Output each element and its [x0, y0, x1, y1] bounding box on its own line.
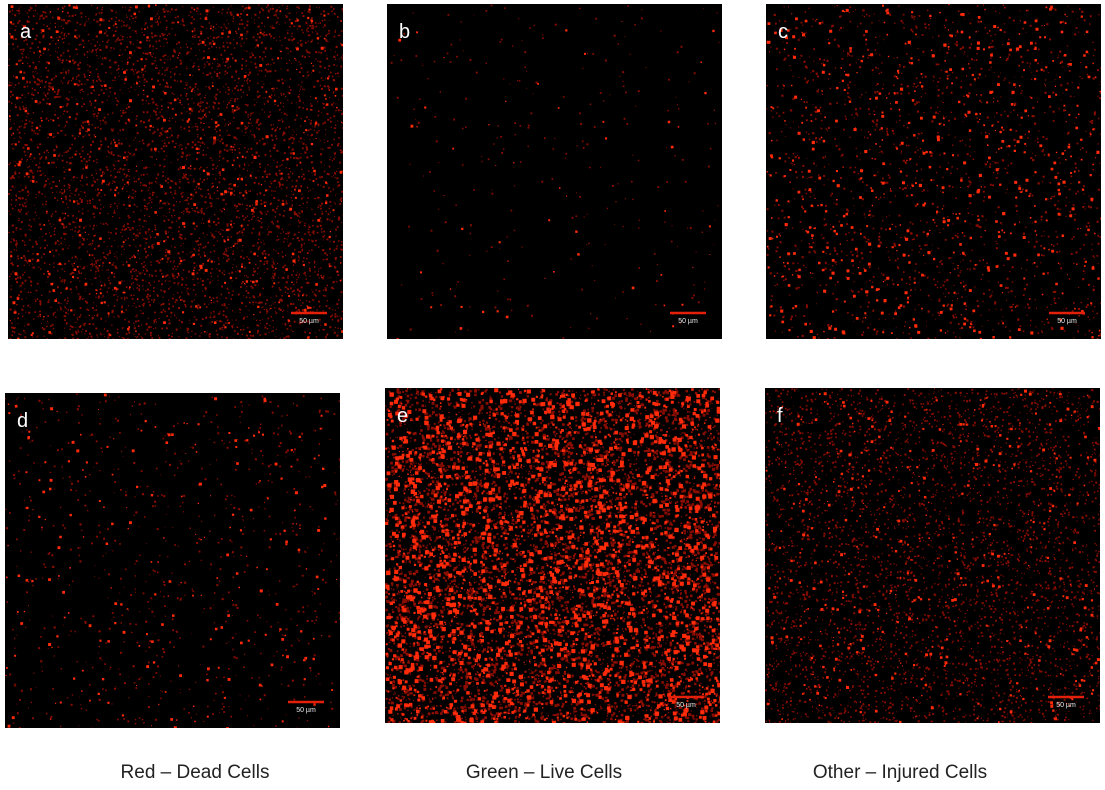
speckles-bright [766, 4, 1101, 339]
scale-bar-label: 50 µm [1057, 318, 1077, 325]
speckles-dim [390, 4, 720, 339]
panel-label: e [397, 405, 408, 427]
panel-label: a [20, 21, 32, 43]
micrograph-image: b 50 µm [390, 4, 720, 339]
caption: Other – Injured Cells [812, 762, 988, 783]
speckles-dim [385, 388, 720, 723]
speckles-bright [5, 393, 340, 728]
speckles-bright [765, 388, 1100, 723]
caption: Red – Dead Cells [120, 762, 270, 783]
scale-bar-label: 50 µm [299, 318, 319, 325]
caption: Green – Live Cells [465, 762, 623, 783]
micrograph: b 50 µm [387, 4, 722, 339]
scale-bar-label: 50 µm [676, 702, 696, 709]
micrograph-image: a 50 µm [8, 4, 343, 339]
panel-label: c [778, 21, 788, 43]
micrograph-image: d 50 µm [5, 393, 340, 728]
panel-label: b [399, 21, 410, 43]
scale-bar-label: 50 µm [1056, 702, 1076, 709]
micrograph-image: f 50 µm [765, 388, 1100, 723]
micrograph: d 50 µm [5, 393, 340, 728]
micrograph-image: e 50 µm [385, 388, 720, 723]
speckles-dim [8, 4, 343, 339]
panel-label: d [17, 410, 28, 432]
micrograph: a 50 µm [8, 4, 343, 339]
panel-label: f [777, 405, 783, 427]
micrograph: c 50 µm [766, 4, 1101, 339]
scale-bar-label: 50 µm [678, 318, 698, 325]
micrograph-image: c 50 µm [766, 4, 1101, 339]
speckles-bright [396, 21, 716, 339]
speckles-bright [8, 4, 343, 339]
micrograph: e 50 µm [385, 388, 720, 723]
speckles-dim [765, 388, 1100, 723]
micrograph: f 50 µm [765, 388, 1100, 723]
scale-bar-label: 50 µm [296, 707, 316, 714]
speckles-dim [766, 4, 1101, 339]
speckles-dim [5, 393, 340, 728]
